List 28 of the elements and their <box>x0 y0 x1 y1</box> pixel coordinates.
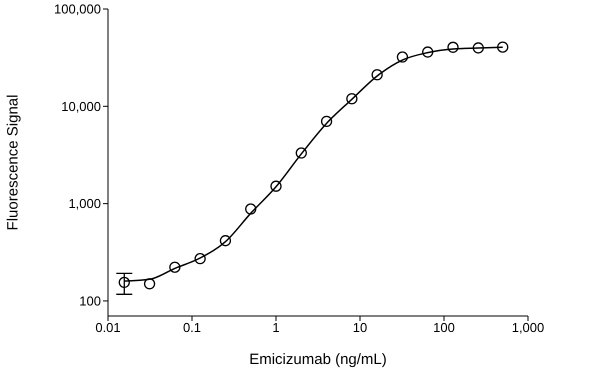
y-tick-label: 100 <box>79 294 101 309</box>
point <box>296 147 307 159</box>
point <box>371 69 383 80</box>
x-axis-title: Emicizumab (ng/mL) <box>249 351 387 368</box>
x-tick-label: 0.01 <box>95 320 121 336</box>
y-tick-label: 1,000 <box>68 196 101 212</box>
y-tick-label: 10,000 <box>61 98 101 114</box>
x-tick-label: 1 <box>272 320 280 336</box>
point <box>396 51 408 63</box>
point <box>472 42 484 54</box>
point <box>320 116 332 128</box>
point <box>245 203 256 215</box>
point <box>220 235 232 246</box>
point <box>270 180 282 192</box>
x-tick-label: 100 <box>433 320 455 336</box>
y-tick-label: 100,000 <box>54 2 101 17</box>
point <box>118 276 130 288</box>
point <box>422 46 434 58</box>
x-tick-label: 10 <box>352 320 368 336</box>
point <box>497 41 508 53</box>
y-axis-title: Fluorescence Signal <box>4 94 22 230</box>
point <box>447 42 459 53</box>
point <box>169 262 181 273</box>
x-tick-label: 0.1 <box>182 320 202 336</box>
point <box>346 93 358 104</box>
point <box>144 278 156 290</box>
x-tick-label: 1,000 <box>512 320 544 336</box>
point <box>194 252 206 264</box>
